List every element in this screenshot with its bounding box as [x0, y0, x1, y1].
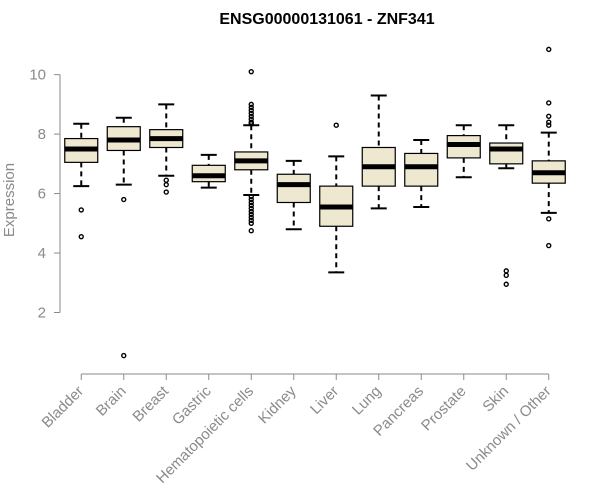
box-group — [361, 94, 396, 210]
x-tick-label: Prostate — [418, 383, 470, 435]
x-tick-label: Liver — [307, 383, 342, 418]
x-tick-label: Breast — [129, 382, 172, 425]
outlier-point — [248, 110, 254, 116]
box-group — [64, 122, 99, 240]
y-tick-label: 6 — [38, 186, 46, 203]
box-series — [64, 46, 566, 359]
y-axis: 2 4 6 8 10 — [29, 67, 61, 321]
outlier-point — [121, 352, 127, 359]
outlier-point — [546, 242, 552, 249]
x-tick-label: Lung — [349, 383, 385, 419]
outlier-point — [121, 196, 127, 203]
outlier-point — [248, 121, 254, 127]
y-tick-label: 4 — [38, 245, 46, 262]
outlier-point — [78, 233, 84, 240]
outlier-point — [333, 122, 339, 128]
outlier-point — [546, 122, 552, 128]
outlier-point — [248, 196, 254, 203]
outlier-point — [163, 181, 169, 188]
outlier-point — [248, 68, 254, 75]
outlier-point — [248, 208, 254, 215]
outlier-point — [248, 101, 254, 108]
box-group — [319, 122, 354, 274]
outlier-point — [546, 216, 552, 222]
x-tick-label: Brain — [93, 383, 130, 420]
x-tick-label: Kidney — [255, 382, 300, 427]
box-group — [149, 103, 184, 195]
outlier-point — [248, 220, 254, 226]
box-group — [191, 153, 226, 189]
y-axis-label: Expression — [1, 163, 18, 237]
iqr-box — [489, 142, 524, 165]
outlier-point — [546, 113, 552, 119]
box-group — [489, 124, 524, 287]
outlier-point — [248, 214, 254, 221]
outlier-point — [248, 228, 254, 234]
outlier-point — [248, 217, 254, 224]
iqr-box — [404, 152, 439, 187]
outlier-point — [503, 281, 509, 287]
outlier-point — [248, 199, 254, 206]
outlier-point — [503, 272, 509, 279]
outlier-point — [248, 205, 254, 212]
outlier-point — [248, 104, 254, 111]
outlier-point — [163, 177, 169, 183]
outlier-point — [546, 119, 552, 125]
outlier-point — [546, 100, 552, 106]
box-group — [531, 46, 566, 249]
outlier-point — [248, 193, 254, 200]
box-group — [276, 159, 311, 231]
outlier-point — [248, 107, 254, 114]
y-tick-label: 10 — [29, 67, 46, 84]
outlier-point — [546, 46, 552, 53]
outlier-point — [248, 113, 254, 119]
outlier-point — [503, 268, 509, 274]
box-group — [234, 68, 269, 234]
box-group — [404, 139, 439, 208]
outlier-point — [78, 207, 84, 213]
chart-title: ENSG00000131061 - ZNF341 — [219, 11, 434, 28]
y-tick-label: 8 — [38, 126, 46, 143]
box-group — [446, 124, 481, 179]
y-tick-label: 2 — [38, 304, 46, 321]
iqr-box — [276, 173, 311, 204]
outlier-point — [248, 202, 254, 209]
outlier-point — [248, 211, 254, 218]
box-group — [106, 116, 141, 359]
x-tick-label: Skin — [479, 383, 512, 416]
outlier-point — [163, 189, 169, 195]
x-tick-label: Bladder — [38, 383, 87, 432]
